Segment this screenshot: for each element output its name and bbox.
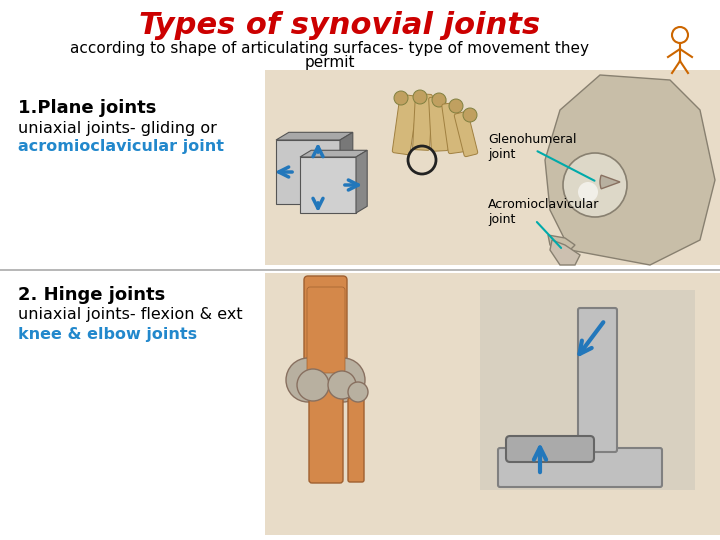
Wedge shape xyxy=(600,175,620,189)
FancyBboxPatch shape xyxy=(304,276,347,379)
FancyBboxPatch shape xyxy=(480,290,695,490)
Text: 1.Plane joints: 1.Plane joints xyxy=(18,99,156,117)
Circle shape xyxy=(348,382,368,402)
FancyBboxPatch shape xyxy=(265,273,720,535)
Text: knee & elbow joints: knee & elbow joints xyxy=(18,327,197,341)
Polygon shape xyxy=(550,240,580,265)
Text: Acromioclavicular
joint: Acromioclavicular joint xyxy=(488,198,599,226)
FancyBboxPatch shape xyxy=(265,70,720,265)
FancyBboxPatch shape xyxy=(413,94,432,150)
Polygon shape xyxy=(548,235,575,250)
Circle shape xyxy=(328,371,356,399)
Text: Types of synovial joints: Types of synovial joints xyxy=(140,10,541,39)
Text: uniaxial joints- gliding or: uniaxial joints- gliding or xyxy=(18,120,217,136)
Text: uniaxial joints- flexion & ext: uniaxial joints- flexion & ext xyxy=(18,307,243,322)
Text: acromioclavicular joint: acromioclavicular joint xyxy=(18,139,224,154)
FancyBboxPatch shape xyxy=(442,103,464,153)
Polygon shape xyxy=(276,132,353,140)
Circle shape xyxy=(394,91,408,105)
Circle shape xyxy=(286,358,330,402)
Polygon shape xyxy=(356,150,367,213)
FancyBboxPatch shape xyxy=(498,448,662,487)
Text: permit: permit xyxy=(305,56,355,71)
Circle shape xyxy=(432,93,446,107)
Circle shape xyxy=(563,153,627,217)
FancyBboxPatch shape xyxy=(392,94,418,155)
Text: 2. Hinge joints: 2. Hinge joints xyxy=(18,286,166,304)
Text: according to shape of articulating surfaces- type of movement they: according to shape of articulating surfa… xyxy=(71,40,590,56)
Circle shape xyxy=(463,108,477,122)
FancyBboxPatch shape xyxy=(578,308,617,452)
Circle shape xyxy=(413,90,427,104)
FancyBboxPatch shape xyxy=(307,287,345,373)
FancyBboxPatch shape xyxy=(348,398,364,482)
Circle shape xyxy=(578,182,598,202)
Circle shape xyxy=(297,369,329,401)
Polygon shape xyxy=(276,140,340,204)
FancyBboxPatch shape xyxy=(454,111,478,157)
FancyBboxPatch shape xyxy=(428,97,449,151)
Polygon shape xyxy=(545,75,715,265)
Circle shape xyxy=(321,358,365,402)
Polygon shape xyxy=(300,157,356,213)
Polygon shape xyxy=(300,150,367,157)
Circle shape xyxy=(449,99,463,113)
FancyBboxPatch shape xyxy=(309,382,343,483)
Text: Glenohumeral
joint: Glenohumeral joint xyxy=(488,133,577,161)
Polygon shape xyxy=(340,132,353,204)
FancyBboxPatch shape xyxy=(506,436,594,462)
